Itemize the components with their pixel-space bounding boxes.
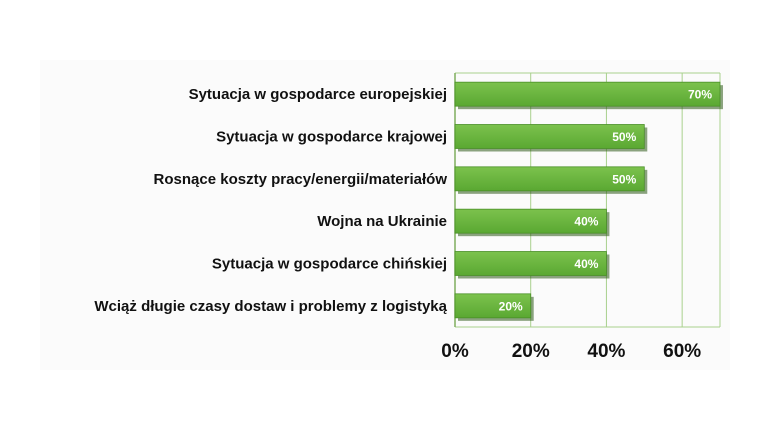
bar-6 [454, 293, 532, 319]
category-label: Wojna na Ukrainie [317, 213, 447, 230]
bar-3 [454, 166, 645, 192]
category-label: Sytuacja w gospodarce chińskiej [212, 256, 447, 273]
category-label: Sytuacja w gospodarce krajowej [216, 129, 447, 146]
data-label: 70% [688, 88, 712, 102]
bar-5 [454, 251, 607, 276]
data-label: 50% [612, 130, 636, 144]
x-tick-label: 40% [587, 341, 625, 362]
bar-2 [454, 124, 645, 149]
data-label: 50% [612, 172, 636, 186]
bar-1 [454, 81, 721, 107]
data-label: 40% [574, 215, 598, 229]
plot-background [40, 60, 730, 370]
data-label: 20% [499, 299, 523, 313]
x-tick-label: 20% [512, 341, 550, 362]
category-label: Sytuacja w gospodarce europejskiej [189, 86, 447, 103]
x-tick-label: 0% [441, 341, 469, 362]
category-label: Wciąż długie czasy dostaw i problemy z l… [94, 298, 447, 315]
category-label: Rosnące koszty pracy/energii/materiałów [154, 171, 448, 188]
x-tick-label: 60% [663, 341, 701, 362]
bar-4 [454, 208, 607, 234]
data-label: 40% [574, 257, 598, 271]
